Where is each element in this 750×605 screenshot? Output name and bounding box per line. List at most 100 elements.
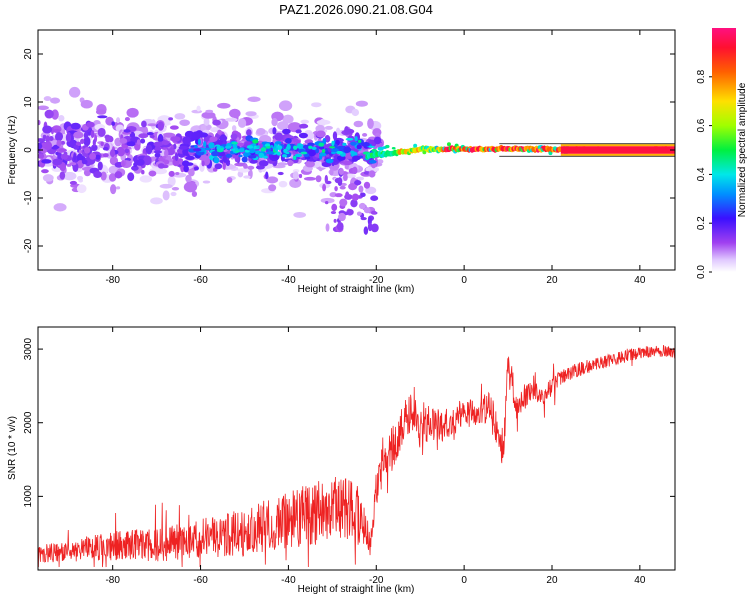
spectrogram-cell [81,159,88,165]
spectrogram-cell [231,141,238,145]
spectrogram-cell [265,146,271,149]
spectrogram-cell [73,145,80,150]
spectrogram-cell [354,136,358,142]
spectrogram-cell [51,146,59,150]
spectrogram-cell [38,142,43,150]
spectrogram-cell [93,171,102,179]
spectrogram-cell [126,107,139,118]
spectrogram-cell [315,124,325,133]
spectrogram-cell [243,164,248,169]
spectrogram-cell [140,138,146,144]
spectrogram-cell [321,149,326,154]
spectrogram-cell [116,186,121,190]
spectrogram-cell [271,118,278,127]
spectrogram-cell [44,109,54,119]
spectrogram-cell [356,211,362,216]
spectrogram-cell [43,141,53,151]
spectrogram-cell [172,158,180,167]
spectrogram-cell [305,132,315,140]
spectrogram-cell [110,184,117,195]
spectrogram-cell [183,181,198,193]
spectrogram-cell [131,165,139,171]
colorbar: 0.0 0.2 0.4 0.6 0.8 Normalized spectral ampl… [696,28,748,279]
spectrogram-x-ticks: -80 -60 -40 -20 0 20 40 [105,30,646,286]
spectrogram-cell [136,139,141,145]
spectrogram-cell [353,120,364,128]
spectrogram-cell [274,147,278,152]
spectrogram-cell [344,128,355,134]
spectrogram-cell [226,177,233,184]
colorbar-tick-label: 0.0 [696,265,707,279]
x-tick-label: 0 [461,575,467,586]
spectrogram-cell [141,169,145,175]
spectrogram-cell [170,191,177,197]
spectrogram-cell [55,131,64,142]
spectrogram-cell [271,155,279,159]
spectrogram-cell [153,141,164,147]
spectrogram-cell [69,180,77,185]
spectrogram-cell [41,142,46,148]
spectrogram-cell [247,96,261,102]
spectrogram-cell [298,132,308,139]
spectrogram-cell [45,135,50,143]
spectrogram-cell [92,139,96,147]
spectrogram-cell [124,148,130,154]
spectrogram-cell [114,171,123,179]
spectrogram-cell [335,127,341,136]
spectrogram-cell [201,111,216,119]
spectrogram-cell [258,160,269,167]
y-tick-label: 2000 [23,411,34,434]
spectrogram-cell [202,180,211,184]
spectrogram-cell [109,149,116,158]
spectrogram-cell [266,151,275,155]
snr-y-axis-label: SNR (10 * v/v) [7,416,18,480]
spectrogram-cell [141,120,147,128]
spectrogram-cell [235,150,240,153]
spectrogram-cell [162,132,176,138]
spectrogram-cell [73,152,77,161]
y-tick-label: 10 [23,96,34,108]
spectrogram-heatmap [38,86,675,235]
spectrogram-cell [170,136,181,142]
spectrogram-cell [422,150,427,155]
colorbar-ticks: 0.0 0.2 0.4 0.6 0.8 [696,69,712,279]
spectrogram-cell [209,136,218,142]
spectrogram-cell [145,144,153,155]
spectrogram-cell [38,105,49,111]
spectrogram-cell [225,117,238,122]
spectrogram-track-band [560,146,675,154]
snr-panel: -80 -60 -40 -20 0 20 40 1000 2000 3000 Height of… [7,326,676,595]
spectrogram-cell [38,119,41,126]
x-tick-label: -60 [193,575,208,586]
spectrogram-cell [65,133,72,143]
spectrogram-cell [225,153,233,158]
spectrogram-cell [318,142,325,147]
spectrogram-cell [283,148,288,153]
spectrogram-cell [139,175,153,183]
spectrogram-y-ticks: -20 -10 0 10 20 [23,48,675,253]
spectrogram-cell [352,155,361,161]
x-tick-label: 40 [634,575,646,586]
spectrogram-cell [265,171,269,180]
spectrogram-cell [123,129,131,133]
snr-x-ticks: -80 -60 -40 -20 0 20 40 [105,327,646,586]
spectrogram-cell [167,175,176,187]
spectrogram-cell [278,100,293,111]
spectrogram-cell [192,147,202,152]
spectrogram-cell [354,180,362,186]
spectrogram-cell [316,119,331,125]
spectrogram-cell [350,150,355,154]
spectrogram-cell [164,149,169,158]
spectrogram-cell [293,211,307,218]
spectrogram-cell [334,193,343,198]
colorbar-gradient [712,28,736,272]
spectrogram-cell [42,125,53,134]
spectrogram-cell [339,198,348,207]
spectrogram-cell [247,155,257,159]
spectrogram-cell [266,176,279,184]
spectrogram-cell [191,109,203,114]
spectrogram-cell [256,145,260,148]
spectrogram-cell [351,108,360,117]
spectrogram-cell [76,153,84,163]
